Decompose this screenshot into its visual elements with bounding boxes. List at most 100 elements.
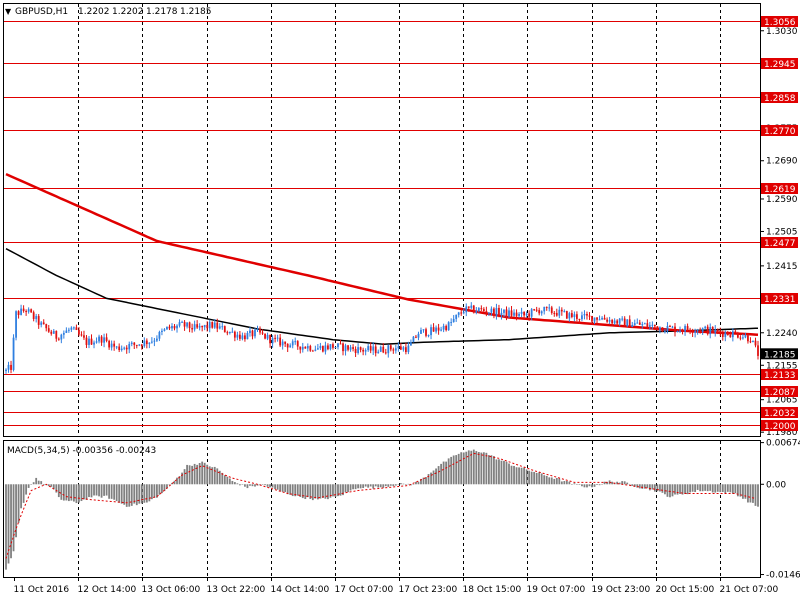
macd-bar xyxy=(618,482,621,485)
macd-bar xyxy=(296,484,299,496)
macd-bar xyxy=(437,466,440,485)
macd-bar xyxy=(472,449,475,485)
macd-bar xyxy=(465,451,468,485)
level-tag-box xyxy=(761,183,798,194)
candle-body xyxy=(130,342,133,344)
macd-bar xyxy=(193,463,196,485)
level-tag-label: 1.3056 xyxy=(764,18,796,28)
candle-body xyxy=(105,337,108,341)
candle-body xyxy=(42,322,45,325)
candle-body xyxy=(133,342,136,345)
macd-bar xyxy=(681,484,684,495)
candle-body xyxy=(35,316,38,320)
candle-body xyxy=(754,340,757,346)
candle-body xyxy=(689,329,691,332)
macd-bar xyxy=(259,484,261,485)
macd-bar xyxy=(201,461,204,485)
macd-bar xyxy=(533,471,536,485)
macd-bar xyxy=(70,484,73,501)
macd-bar xyxy=(550,477,553,485)
macd-bar xyxy=(85,484,88,500)
candle-body xyxy=(291,341,294,346)
macd-bar xyxy=(52,484,55,490)
macd-bar xyxy=(342,484,344,496)
candle-body xyxy=(369,346,372,351)
macd-bar xyxy=(158,484,161,495)
macd-bar xyxy=(357,484,360,489)
candle-body xyxy=(736,332,739,338)
candle-body xyxy=(269,334,271,344)
level-tag-box xyxy=(761,92,798,103)
candle-body xyxy=(611,320,614,324)
macd-bar xyxy=(389,484,392,486)
macd-bar xyxy=(173,480,176,485)
macd-bar xyxy=(445,461,448,485)
macd-bar xyxy=(596,484,598,485)
macd-bar xyxy=(32,482,35,485)
candle-body xyxy=(5,369,7,372)
candle-body xyxy=(513,312,515,316)
candle-body xyxy=(166,326,168,330)
candle-body xyxy=(731,331,734,338)
macd-bar xyxy=(387,484,390,487)
candle-body xyxy=(648,325,651,327)
candle-body xyxy=(249,330,251,334)
macd-bar xyxy=(493,456,495,485)
macd-bar xyxy=(372,484,375,489)
x-tick-label: 13 Oct 22:00 xyxy=(207,585,266,595)
candle-body xyxy=(321,346,324,352)
macd-bar xyxy=(581,484,583,487)
candle-body xyxy=(500,312,503,316)
macd-bar xyxy=(377,484,380,488)
macd-bar xyxy=(374,484,377,487)
candle-body xyxy=(752,340,754,343)
candle-body xyxy=(543,306,546,312)
macd-bar xyxy=(734,484,737,494)
candle-body xyxy=(425,329,427,336)
current-price-tag: 1.2185 xyxy=(761,348,798,360)
x-tick-label: 14 Oct 14:00 xyxy=(271,585,330,595)
candle-body xyxy=(721,333,724,337)
candle-body xyxy=(573,314,576,318)
candle-body xyxy=(709,327,712,335)
level-tags: 1.3056 1.2945 1.2858 1.2770 1.2619 1.2477 1.23… xyxy=(761,16,798,432)
candle-body xyxy=(475,311,478,313)
macd-bar xyxy=(93,484,95,496)
macd-bar xyxy=(171,482,173,485)
macd-signal-line xyxy=(5,452,756,559)
x-tick-label: 12 Oct 14:00 xyxy=(78,585,137,595)
macd-bar xyxy=(123,484,126,505)
candle-body xyxy=(518,313,520,316)
candle-body xyxy=(445,325,448,331)
candle-body xyxy=(57,338,60,340)
macd-bar xyxy=(440,463,443,485)
candle-body xyxy=(457,312,460,315)
macd-bar xyxy=(264,484,266,486)
candle-body xyxy=(384,352,387,354)
candle-body xyxy=(674,326,676,333)
macd-bar xyxy=(593,484,596,487)
macd-bar xyxy=(73,484,75,502)
macd-bar xyxy=(382,484,385,488)
candle-body xyxy=(422,329,425,331)
macd-bar xyxy=(540,473,543,485)
macd-bar xyxy=(191,465,194,485)
macd-bar xyxy=(37,480,40,485)
candle-body xyxy=(560,309,563,312)
candle-body xyxy=(316,348,319,350)
candle-body xyxy=(470,305,473,308)
candle-body xyxy=(221,326,224,328)
macd-bar xyxy=(714,484,717,493)
macd-bar xyxy=(452,455,455,485)
macd-bar xyxy=(181,472,183,485)
candle-body xyxy=(440,329,443,331)
macd-bar xyxy=(233,482,236,485)
macd-bar xyxy=(130,484,133,506)
time-axis: 11 Oct 2016 12 Oct 14:00 13 Oct 06:00 13 Oc… xyxy=(14,577,778,595)
candle-body xyxy=(25,311,28,313)
candle-body xyxy=(7,364,10,370)
candle-body xyxy=(545,306,548,308)
candle-body xyxy=(140,344,143,347)
candle-body xyxy=(103,337,105,343)
macd-bar xyxy=(435,468,437,485)
